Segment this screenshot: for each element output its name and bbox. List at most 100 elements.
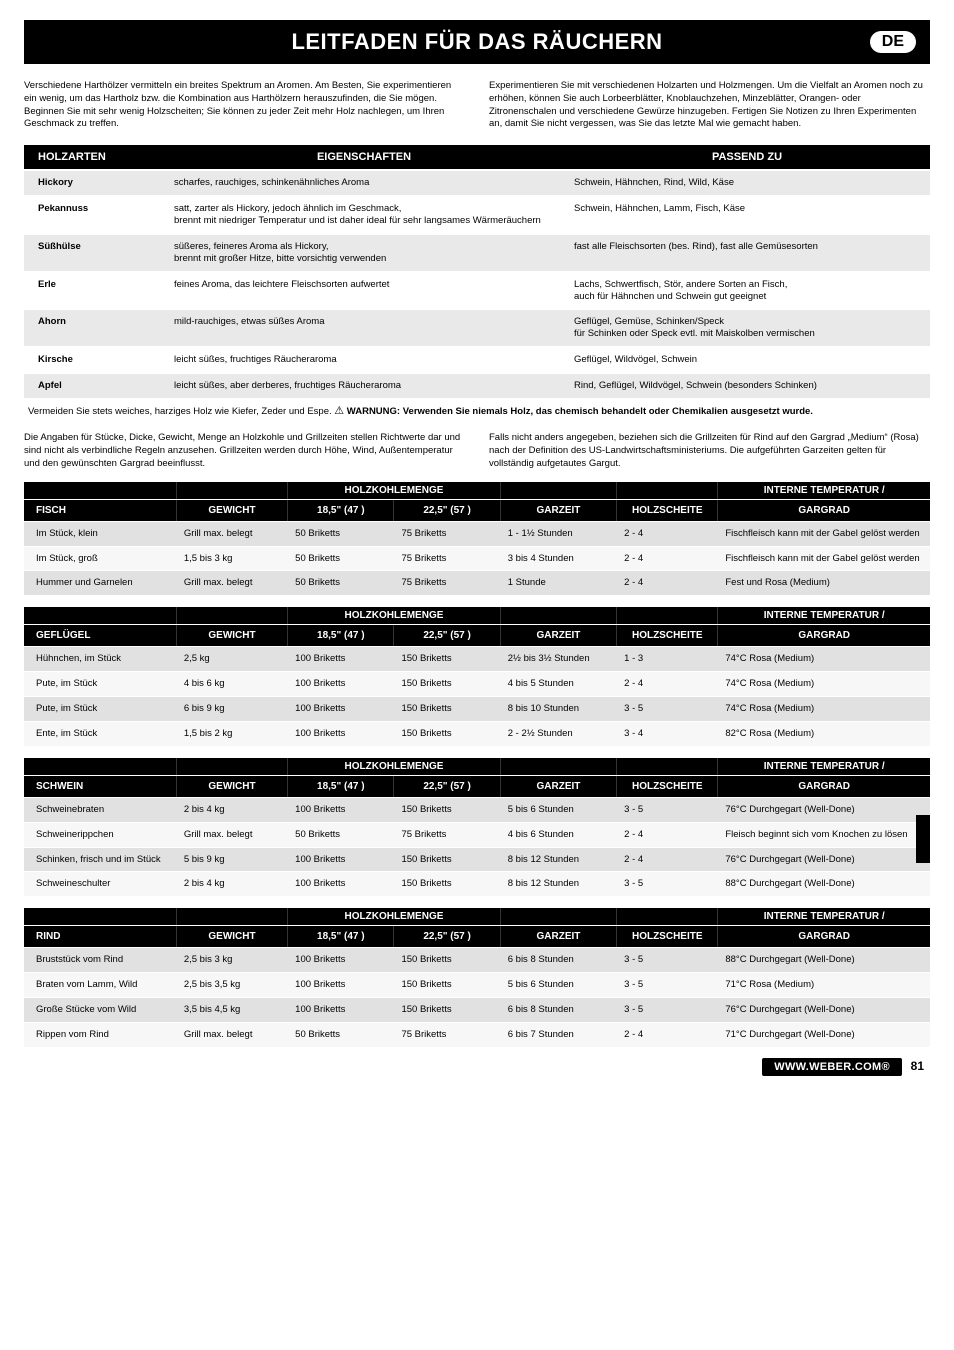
wood-cell: Geflügel, Wildvögel, Schwein: [564, 348, 930, 372]
table-row: Ente, im Stück1,5 bis 2 kg100 Briketts15…: [24, 722, 930, 746]
cell-cat: Hühnchen, im Stück: [24, 647, 176, 671]
cell-hs: 3 - 5: [616, 697, 717, 721]
wood-row: Pekannusssatt, zarter als Hickory, jedoc…: [24, 197, 930, 233]
header-blank: [24, 758, 176, 775]
wood-cell: Lachs, Schwertfisch, Stör, andere Sorten…: [564, 273, 930, 309]
cell-gg: 71°C Rosa (Medium): [717, 973, 930, 997]
header-blank: [176, 482, 287, 499]
locale-badge: DE: [870, 31, 916, 53]
cell-b18: 100 Briketts: [287, 697, 393, 721]
wood-cell: scharfes, rauchiges, schinkenähnliches A…: [164, 171, 564, 195]
table-row: Hühnchen, im Stück2,5 kg100 Briketts150 …: [24, 647, 930, 671]
wood-row: Kirscheleicht süßes, fruchtiges Räuchera…: [24, 348, 930, 372]
cell-wt: 6 bis 9 kg: [176, 697, 287, 721]
cell-gz: 5 bis 6 Stunden: [500, 973, 616, 997]
cell-hs: 3 - 5: [616, 872, 717, 896]
header-blank: [176, 758, 287, 775]
wood-header-properties: EIGENSCHAFTEN: [164, 145, 564, 169]
cell-b22: 150 Briketts: [393, 798, 499, 822]
cell-wt: 5 bis 9 kg: [176, 848, 287, 872]
warning-icon: ⚠: [334, 405, 344, 417]
cell-b18: 100 Briketts: [287, 848, 393, 872]
cell-b18: 100 Briketts: [287, 798, 393, 822]
table-row: Rippen vom RindGrill max. belegt50 Brike…: [24, 1023, 930, 1047]
cell-b18: 50 Briketts: [287, 823, 393, 847]
cell-gz: 8 bis 10 Stunden: [500, 697, 616, 721]
wood-cell: Geflügel, Gemüse, Schinken/Speck für Sch…: [564, 310, 930, 346]
wood-cell: fast alle Fleischsorten (bes. Rind), fas…: [564, 235, 930, 271]
header-gargrad: GARGRAD: [717, 776, 930, 797]
cell-b18: 50 Briketts: [287, 547, 393, 571]
footer-link: WWW.WEBER.COM®: [762, 1058, 902, 1076]
wood-cell: Erle: [24, 273, 164, 309]
grill-table-schwein: HOLZKOHLEMENGEINTERNE TEMPERATUR /SCHWEI…: [24, 757, 930, 898]
cell-b22: 75 Briketts: [393, 571, 499, 595]
cell-wt: 2,5 bis 3 kg: [176, 948, 287, 972]
cell-hs: 2 - 4: [616, 823, 717, 847]
cell-hs: 2 - 4: [616, 571, 717, 595]
header-blank: [24, 607, 176, 624]
wood-row: Hickoryscharfes, rauchiges, schinkenähnl…: [24, 171, 930, 195]
wood-cell: satt, zarter als Hickory, jedoch ähnlich…: [164, 197, 564, 233]
cell-gg: Fleisch beginnt sich vom Knochen zu löse…: [717, 823, 930, 847]
header-interne: INTERNE TEMPERATUR /: [717, 607, 930, 624]
cell-b22: 150 Briketts: [393, 948, 499, 972]
cell-hs: 1 - 3: [616, 647, 717, 671]
cell-hs: 2 - 4: [616, 522, 717, 546]
cell-cat: Schweineschulter: [24, 872, 176, 896]
table-row: Bruststück vom Rind2,5 bis 3 kg100 Brike…: [24, 948, 930, 972]
cell-cat: Bruststück vom Rind: [24, 948, 176, 972]
header-b18: 18,5" (47 ): [287, 500, 393, 521]
cell-gg: 74°C Rosa (Medium): [717, 647, 930, 671]
cell-b22: 150 Briketts: [393, 973, 499, 997]
table-row: Im Stück, groß1,5 bis 3 kg50 Briketts75 …: [24, 547, 930, 571]
footer: WWW.WEBER.COM® 81: [24, 1058, 930, 1076]
page-number: 81: [911, 1059, 924, 1073]
cell-cat: Große Stücke vom Wild: [24, 998, 176, 1022]
cell-wt: 3,5 bis 4,5 kg: [176, 998, 287, 1022]
table-row: SchweinerippchenGrill max. belegt50 Brik…: [24, 823, 930, 847]
cell-b22: 75 Briketts: [393, 1023, 499, 1047]
mid-columns: Die Angaben für Stücke, Dicke, Gewicht, …: [24, 432, 930, 470]
table-row: Pute, im Stück4 bis 6 kg100 Briketts150 …: [24, 672, 930, 696]
cell-b22: 150 Briketts: [393, 872, 499, 896]
cell-gg: 76°C Durchgegart (Well-Done): [717, 848, 930, 872]
cell-gz: 2½ bis 3½ Stunden: [500, 647, 616, 671]
cell-gz: 2 - 2½ Stunden: [500, 722, 616, 746]
header-blank: [616, 758, 717, 775]
wood-header-match: PASSEND ZU: [564, 145, 930, 169]
cell-cat: Im Stück, klein: [24, 522, 176, 546]
header-holzscheite: HOLZSCHEITE: [616, 926, 717, 947]
cell-b18: 100 Briketts: [287, 647, 393, 671]
table-row: Große Stücke vom Wild3,5 bis 4,5 kg100 B…: [24, 998, 930, 1022]
side-tab: [916, 815, 930, 863]
header-garzeit: GARZEIT: [500, 500, 616, 521]
cell-wt: Grill max. belegt: [176, 1023, 287, 1047]
cell-wt: 4 bis 6 kg: [176, 672, 287, 696]
cell-gg: 76°C Durchgegart (Well-Done): [717, 798, 930, 822]
cell-wt: Grill max. belegt: [176, 522, 287, 546]
cell-hs: 2 - 4: [616, 672, 717, 696]
header-interne: INTERNE TEMPERATUR /: [717, 482, 930, 499]
cell-gg: 88°C Durchgegart (Well-Done): [717, 948, 930, 972]
wood-cell: Kirsche: [24, 348, 164, 372]
cell-wt: 2 bis 4 kg: [176, 798, 287, 822]
cell-wt: 2,5 bis 3,5 kg: [176, 973, 287, 997]
cell-gg: Fest und Rosa (Medium): [717, 571, 930, 595]
header-holzkohlemenge: HOLZKOHLEMENGE: [287, 607, 500, 624]
header-holzscheite: HOLZSCHEITE: [616, 500, 717, 521]
mid-left: Die Angaben für Stücke, Dicke, Gewicht, …: [24, 432, 465, 470]
header-blank: [616, 482, 717, 499]
cell-gg: 76°C Durchgegart (Well-Done): [717, 998, 930, 1022]
cell-gg: 71°C Durchgegart (Well-Done): [717, 1023, 930, 1047]
header-b18: 18,5" (47 ): [287, 776, 393, 797]
page-title: LEITFADEN FÜR DAS RÄUCHERN: [291, 29, 662, 55]
cell-gz: 4 bis 5 Stunden: [500, 672, 616, 696]
cell-b22: 75 Briketts: [393, 547, 499, 571]
cell-hs: 3 - 5: [616, 973, 717, 997]
header-gewicht: GEWICHT: [176, 776, 287, 797]
wood-cell: Süßhülse: [24, 235, 164, 271]
cell-b18: 100 Briketts: [287, 973, 393, 997]
wood-cell: mild-rauchiges, etwas süßes Aroma: [164, 310, 564, 346]
header-blank: [24, 482, 176, 499]
